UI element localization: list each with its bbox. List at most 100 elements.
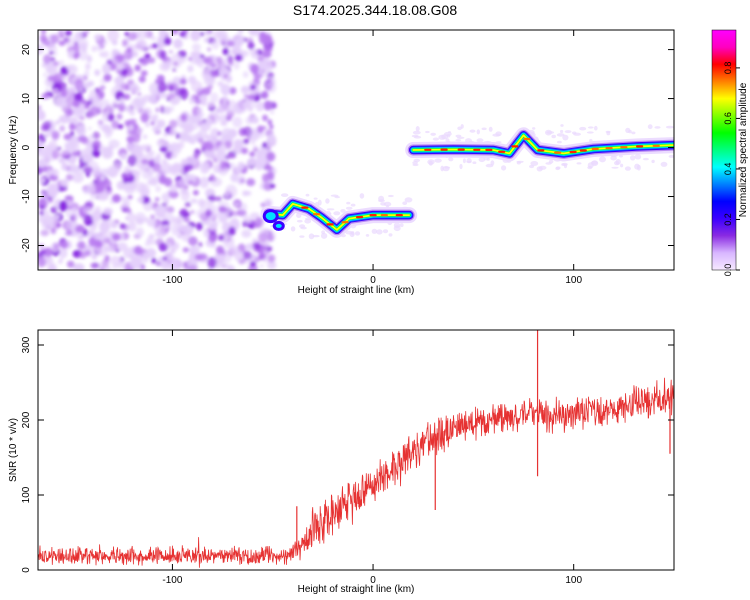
colorbar-tick-label: 0.4 <box>723 163 733 176</box>
noise-speckle <box>205 161 211 167</box>
noise-speckle <box>267 119 273 125</box>
noise-speckle <box>107 113 115 122</box>
noise-speckle <box>41 37 50 46</box>
noise-speckle <box>203 30 212 36</box>
noise-speckle <box>163 106 172 115</box>
ridge-halo-speckle <box>620 163 624 168</box>
noise-speckle <box>160 162 172 175</box>
noise-speckle <box>177 260 184 268</box>
ridge-halo-speckle <box>628 129 632 134</box>
noise-speckle <box>194 253 204 261</box>
noise-speckle <box>219 160 228 170</box>
ridge-halo-speckle <box>378 199 385 203</box>
noise-speckle <box>183 217 191 223</box>
noise-speckle <box>255 101 265 112</box>
noise-speckle <box>63 133 72 141</box>
ridge-halo-speckle <box>402 201 408 205</box>
noise-speckle <box>137 30 149 40</box>
noise-speckle <box>149 44 153 50</box>
noise-speckle <box>256 55 264 62</box>
noise-speckle <box>261 255 270 263</box>
noise-speckle <box>129 110 136 116</box>
noise-speckle <box>218 235 224 241</box>
noise-speckle <box>224 193 231 198</box>
noise-speckle <box>267 261 277 270</box>
noise-speckle <box>249 151 256 157</box>
noise-speckle <box>38 166 43 175</box>
noise-speckle <box>240 85 250 94</box>
noise-speckle <box>58 158 66 164</box>
ridge-halo-speckle <box>587 126 594 129</box>
ridge-halo-speckle <box>359 193 365 199</box>
noise-speckle <box>217 131 222 136</box>
noise-speckle <box>141 159 149 165</box>
ridge-halo-speckle <box>594 125 598 131</box>
noise-speckle <box>76 125 87 137</box>
noise-speckle <box>144 53 151 59</box>
noise-speckle <box>223 74 228 78</box>
noise-speckle <box>56 146 62 151</box>
colorbar-gradient <box>711 29 737 271</box>
noise-speckle <box>160 92 168 99</box>
noise-speckle <box>79 115 85 121</box>
ridge-halo-speckle <box>457 126 462 131</box>
noise-speckle <box>168 50 173 54</box>
ridge-halo-speckle <box>383 201 392 207</box>
noise-speckle <box>221 34 228 39</box>
noise-speckle <box>252 116 259 124</box>
noise-speckle <box>112 99 118 107</box>
noise-speckle <box>60 66 68 75</box>
noise-speckle <box>97 192 109 201</box>
noise-speckle <box>39 205 45 209</box>
ridge-halo-speckle <box>300 226 307 230</box>
noise-speckle <box>261 173 270 183</box>
ridge-halo-speckle <box>299 235 305 238</box>
ridge-halo-speckle <box>388 233 393 237</box>
noise-speckle <box>127 79 134 85</box>
ridge-halo-speckle <box>501 165 507 171</box>
noise-speckle <box>223 235 235 249</box>
noise-speckle <box>190 30 201 42</box>
noise-speckle <box>233 139 244 149</box>
noise-speckle <box>248 157 257 166</box>
noise-speckle <box>141 169 152 180</box>
noise-speckle <box>221 127 233 141</box>
noise-speckle <box>155 185 161 193</box>
noise-speckle <box>246 178 256 187</box>
noise-speckle <box>181 158 189 165</box>
noise-speckle <box>73 263 85 270</box>
ridge-halo-speckle <box>320 232 328 239</box>
noise-speckle <box>55 96 68 108</box>
noise-speckle <box>179 78 187 85</box>
ridge-halo-speckle <box>387 194 394 198</box>
ridge-halo-speckle <box>281 193 289 198</box>
noise-speckle <box>137 197 145 203</box>
ridge-halo-speckle <box>412 163 419 167</box>
noise-speckle <box>72 151 78 157</box>
noise-speckle <box>68 158 76 165</box>
noise-speckle <box>170 53 183 68</box>
noise-speckle <box>116 113 123 120</box>
noise-speckle <box>128 221 137 232</box>
noise-speckle <box>203 76 216 86</box>
noise-speckle <box>245 116 254 125</box>
ridge-halo-speckle <box>321 230 325 235</box>
ridge-halo-speckle <box>660 161 668 167</box>
noise-speckle <box>214 114 219 120</box>
ridge-halo-speckle <box>651 159 655 164</box>
noise-speckle <box>78 49 88 61</box>
noise-speckle <box>222 97 228 104</box>
noise-speckle <box>156 138 169 148</box>
noise-speckle <box>191 80 203 93</box>
noise-speckle <box>243 138 250 144</box>
noise-speckle <box>47 198 54 204</box>
noise-speckle <box>193 111 198 116</box>
noise-speckle <box>127 195 133 200</box>
noise-speckle <box>184 201 192 208</box>
snr-frame <box>37 329 675 571</box>
noise-speckle <box>268 134 276 142</box>
noise-speckle <box>88 230 94 237</box>
noise-speckle <box>259 68 268 77</box>
ridge-halo-speckle <box>330 194 339 197</box>
